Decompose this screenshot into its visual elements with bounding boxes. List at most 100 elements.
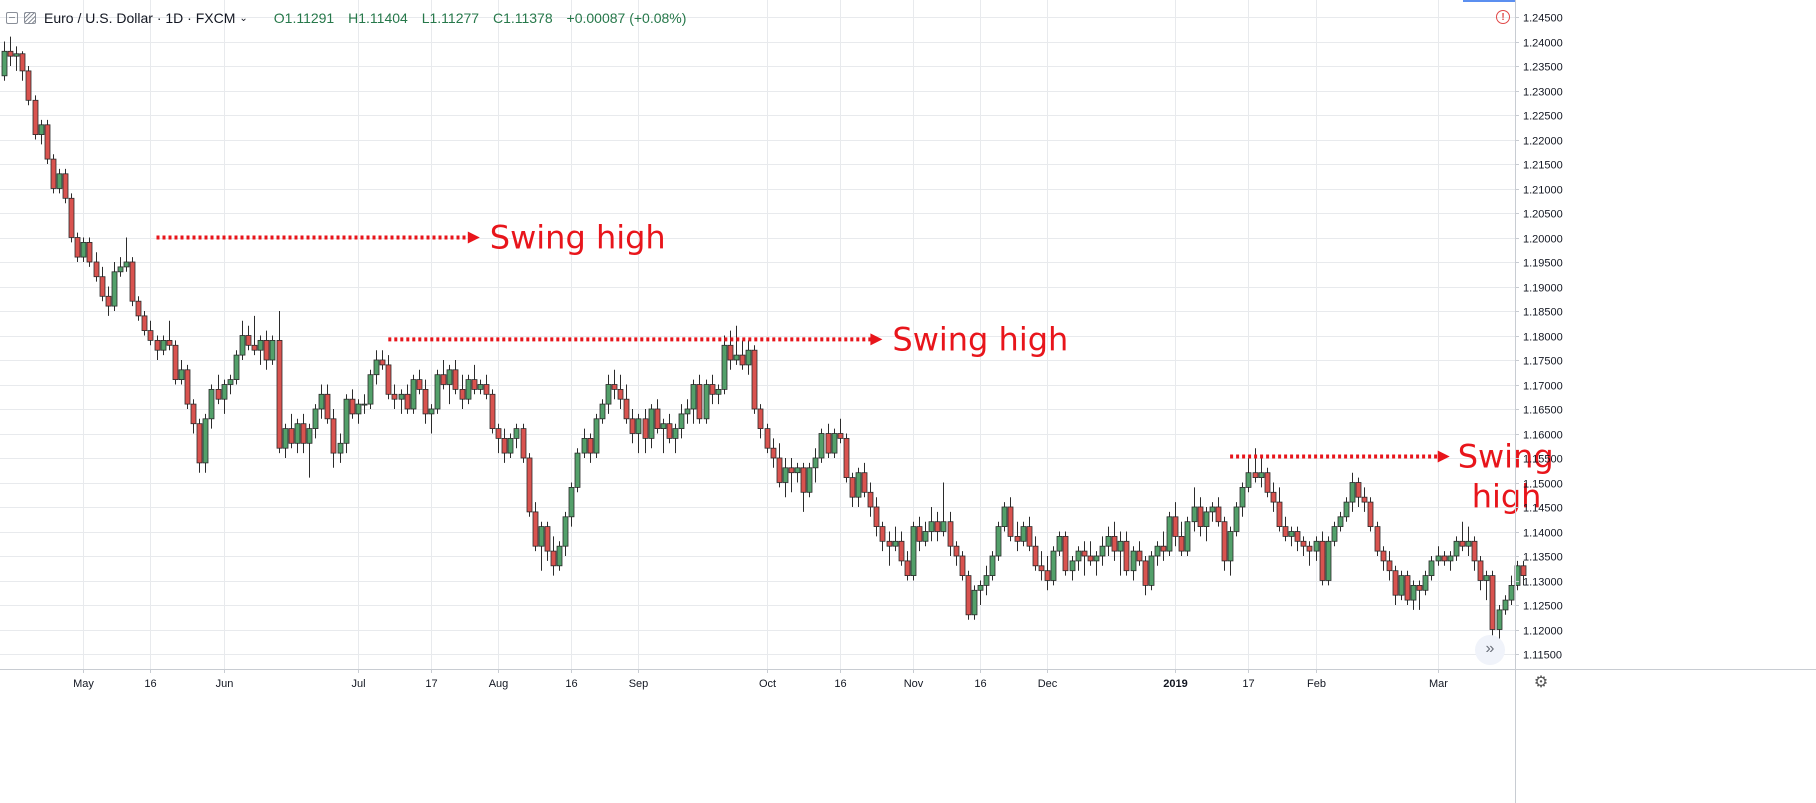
candle xyxy=(995,521,1002,561)
candle-body-down xyxy=(1319,540,1326,581)
candle-body-down xyxy=(129,261,136,302)
candle xyxy=(1081,541,1088,576)
candle-body-up xyxy=(703,384,710,420)
candle xyxy=(422,379,429,424)
candle xyxy=(1270,482,1277,512)
candle-body-down xyxy=(1160,545,1167,552)
candle-body-up xyxy=(782,467,789,483)
candle-body-down xyxy=(1367,501,1374,528)
candle xyxy=(1398,570,1405,601)
candle-body-down xyxy=(825,433,832,454)
candle-body-down xyxy=(727,344,734,361)
candle xyxy=(1209,502,1216,522)
candle-body-down xyxy=(404,393,411,410)
candle xyxy=(934,511,941,542)
candle-body-down xyxy=(501,437,508,454)
candle xyxy=(861,462,868,498)
candle xyxy=(1441,551,1448,566)
candle-body-up xyxy=(1422,575,1429,591)
candle xyxy=(1215,497,1222,527)
candle xyxy=(1319,531,1326,586)
candle-body-up xyxy=(13,53,20,57)
candle xyxy=(1130,546,1137,581)
candle-body-up xyxy=(1203,511,1210,527)
candle xyxy=(7,36,14,66)
candle xyxy=(1282,516,1289,542)
candle xyxy=(672,423,679,454)
candle xyxy=(849,472,856,507)
time-axis[interactable]: May 16 Jun Jul 17 Aug 16 Sep Oct 16 Nov 16 Dec 2019 17… xyxy=(73,669,1448,690)
candle xyxy=(446,364,453,405)
y-tick-label: 1.20000 xyxy=(1523,234,1563,246)
candle xyxy=(1014,521,1021,552)
candle xyxy=(1361,487,1368,512)
candle-body-down xyxy=(1081,550,1088,557)
candle xyxy=(160,335,167,356)
y-tick-label: 1.16500 xyxy=(1523,405,1563,417)
candle-body-down xyxy=(788,467,795,474)
candle-body-down xyxy=(105,295,112,307)
candle xyxy=(50,154,57,194)
candle-body-down xyxy=(1136,550,1143,562)
candle xyxy=(715,384,722,405)
x-tick-label: Mar xyxy=(1429,678,1448,690)
candle-body-up xyxy=(1349,482,1356,503)
candle xyxy=(1264,467,1271,498)
candle xyxy=(617,374,624,409)
chevron-down-icon[interactable]: ⌄ xyxy=(239,12,248,24)
candle-body-down xyxy=(709,384,716,395)
candle xyxy=(190,399,197,434)
candle-body-up xyxy=(1331,526,1338,542)
candle-body-down xyxy=(770,447,777,459)
candle-body-up xyxy=(373,359,380,376)
candle xyxy=(721,335,728,395)
minus-square-icon[interactable] xyxy=(6,12,18,24)
candle xyxy=(269,335,276,365)
candle xyxy=(129,257,136,307)
candle xyxy=(1184,516,1191,556)
scroll-to-realtime-button[interactable]: » xyxy=(1475,635,1505,665)
candle xyxy=(751,345,758,414)
candle xyxy=(172,340,179,385)
candle xyxy=(38,119,45,145)
ohlc-values: O1.11291 H1.11404 L1.11277 C1.11378 +0.0… xyxy=(274,10,697,26)
candle xyxy=(562,511,569,556)
candle xyxy=(593,413,600,458)
candle xyxy=(1075,546,1082,571)
candle-body-up xyxy=(1001,506,1008,528)
candle-body-up xyxy=(1288,531,1295,537)
candle-body-up xyxy=(1209,506,1216,513)
candle-body-down xyxy=(629,418,636,434)
candle-body-down xyxy=(696,384,703,420)
candle-body-down xyxy=(1038,565,1045,572)
candle-body-up xyxy=(294,423,301,444)
candle xyxy=(1032,536,1039,571)
x-tick-label: Nov xyxy=(904,678,924,690)
candle-body-down xyxy=(867,491,874,508)
candle xyxy=(404,384,411,414)
candle-body-down xyxy=(623,398,630,420)
candle xyxy=(971,585,978,620)
candle-body-down xyxy=(959,555,966,577)
candle xyxy=(1099,536,1106,566)
candle-body-down xyxy=(587,437,594,454)
candle xyxy=(684,399,691,424)
hatch-icon[interactable] xyxy=(24,12,36,24)
candle-body-down xyxy=(86,241,93,263)
candle-body-up xyxy=(1496,609,1503,630)
price-axis[interactable]: 1.24500 1.24000 1.23500 1.23000 1.22500 1.220… xyxy=(1515,13,1563,662)
settings-button[interactable]: ⚙ xyxy=(1530,672,1552,694)
x-tick-label: Dec xyxy=(1038,678,1058,690)
candle xyxy=(483,374,490,400)
warning-icon[interactable]: ! xyxy=(1496,10,1510,24)
candle xyxy=(642,409,649,454)
swing-high-label: Swing high xyxy=(490,219,666,257)
candle xyxy=(86,237,93,267)
candle-body-up xyxy=(1447,555,1454,562)
candle-body-up xyxy=(1191,506,1198,523)
candle-body-down xyxy=(263,339,270,361)
symbol-label[interactable]: Euro / U.S. Dollar · 1D · FXCM xyxy=(44,10,236,26)
candle xyxy=(788,458,795,493)
candle xyxy=(916,516,923,552)
